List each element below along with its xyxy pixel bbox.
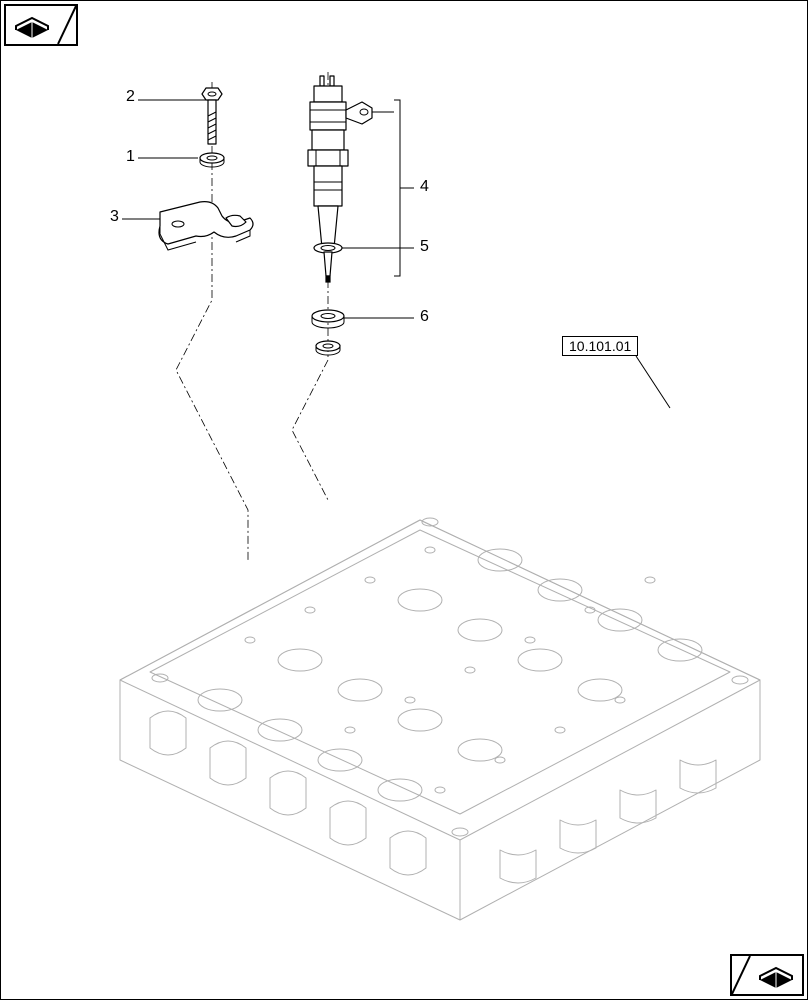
callout-3: 3 (108, 208, 121, 226)
parts-drawing (0, 0, 808, 1000)
callout-2: 2 (124, 88, 137, 106)
part-injector (308, 76, 372, 282)
part-bolt (202, 88, 222, 144)
reference-box: 10.101.01 (562, 336, 638, 356)
assembly-axes (176, 72, 328, 560)
part-clamp (159, 202, 253, 250)
cylinder-head-ref (120, 518, 760, 920)
callout-1: 1 (124, 148, 137, 166)
diagram-canvas: 2 1 3 4 5 6 10.101.01 (0, 0, 808, 1000)
leader-lines (122, 100, 670, 408)
callout-6: 6 (418, 308, 431, 326)
callout-4: 4 (418, 178, 431, 196)
callout-5: 5 (418, 238, 431, 256)
